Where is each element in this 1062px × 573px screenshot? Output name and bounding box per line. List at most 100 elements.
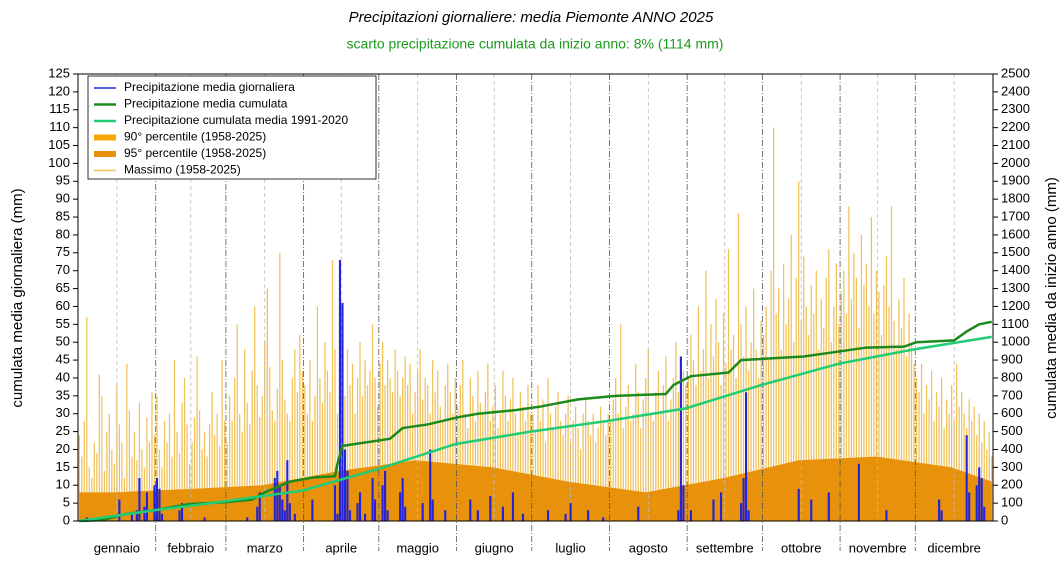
max-bar — [126, 363, 128, 521]
daily-bar — [256, 506, 259, 521]
max-bar — [662, 385, 664, 521]
max-bar — [532, 413, 534, 521]
max-bar — [742, 356, 745, 521]
max-bar — [730, 349, 732, 521]
max-bar — [374, 377, 376, 521]
y2-tick-label: 1600 — [1001, 226, 1030, 241]
max-bar — [512, 377, 514, 521]
max-bar — [665, 356, 667, 521]
max-bar — [539, 420, 542, 521]
max-bar — [549, 413, 552, 521]
daily-bar — [980, 478, 983, 521]
max-bar — [131, 456, 133, 521]
max-bar — [983, 420, 985, 521]
max-bar — [166, 442, 168, 521]
max-bar — [241, 431, 243, 521]
max-bar — [918, 392, 920, 521]
max-bar — [419, 349, 421, 521]
max-bar — [554, 406, 557, 521]
max-bar — [198, 410, 201, 521]
max-bar — [660, 413, 662, 521]
daily-bar — [404, 506, 407, 521]
max-bar — [695, 385, 697, 521]
max-bar — [151, 392, 153, 521]
max-bar — [136, 460, 138, 521]
max-bar — [650, 413, 652, 521]
max-bar — [311, 420, 314, 521]
daily-bar — [938, 499, 941, 521]
daily-bar — [689, 510, 692, 521]
y2-tick-label: 1700 — [1001, 208, 1030, 223]
daily-bar — [118, 499, 121, 521]
daily-bar — [742, 478, 745, 521]
max-bar — [364, 360, 366, 521]
max-bar — [632, 413, 634, 521]
max-bar — [610, 420, 612, 521]
max-bar — [376, 406, 379, 521]
max-bar — [783, 263, 785, 521]
max-bar — [289, 420, 291, 521]
max-bar — [765, 306, 767, 521]
max-bar — [850, 299, 852, 521]
max-bar — [153, 435, 156, 521]
max-bar — [226, 442, 228, 521]
max-bar — [682, 370, 685, 521]
max-bar — [735, 377, 737, 521]
max-bar — [898, 299, 900, 521]
max-bar — [773, 127, 775, 521]
max-bar — [281, 360, 283, 521]
max-bar — [640, 428, 642, 521]
y2-tick-label: 1000 — [1001, 334, 1030, 349]
max-bar — [582, 413, 584, 521]
max-bar — [239, 413, 241, 521]
daily-bar — [983, 506, 986, 521]
y-tick-label: 65 — [56, 280, 70, 295]
max-bar — [404, 356, 406, 521]
max-bar — [637, 392, 639, 521]
max-bar — [213, 435, 216, 521]
max-bar — [502, 370, 504, 521]
max-bar — [605, 435, 607, 521]
max-bar — [971, 420, 973, 521]
daily-bar — [564, 513, 567, 521]
max-bar — [254, 306, 256, 521]
max-bar — [349, 385, 351, 521]
max-bar — [685, 385, 687, 521]
max-bar — [369, 370, 371, 521]
max-bar — [542, 399, 544, 521]
daily-bar — [333, 485, 337, 521]
max-bar — [883, 284, 885, 521]
max-bar — [961, 392, 963, 521]
max-bar — [878, 292, 880, 521]
daily-bar — [336, 513, 339, 521]
x-tick-label: agosto — [629, 540, 668, 555]
max-bar — [757, 377, 760, 521]
max-bar — [231, 420, 233, 521]
chart-title: Precipitazioni giornaliere: media Piemon… — [349, 9, 714, 26]
max-bar — [940, 377, 943, 521]
max-bar — [519, 392, 522, 521]
y-tick-label: 125 — [48, 65, 70, 80]
max-bar — [514, 413, 517, 521]
max-bar — [183, 377, 186, 521]
max-bar — [552, 428, 554, 521]
max-bar — [775, 313, 777, 521]
max-bar — [173, 360, 176, 521]
max-bar — [890, 206, 893, 521]
max-bar — [615, 377, 617, 521]
max-bar — [229, 395, 231, 521]
daily-bar — [384, 470, 387, 521]
max-bar — [371, 324, 374, 521]
lines — [79, 320, 992, 523]
legend-box — [87, 75, 377, 180]
max-bar — [176, 431, 178, 521]
max-bar — [146, 417, 148, 521]
max-bar — [855, 277, 858, 521]
max-bar — [818, 349, 820, 521]
plot-frame — [77, 73, 994, 522]
max-bar — [868, 306, 870, 521]
max-bar — [820, 299, 822, 521]
max-bar — [118, 424, 120, 521]
max-bar — [509, 399, 512, 521]
